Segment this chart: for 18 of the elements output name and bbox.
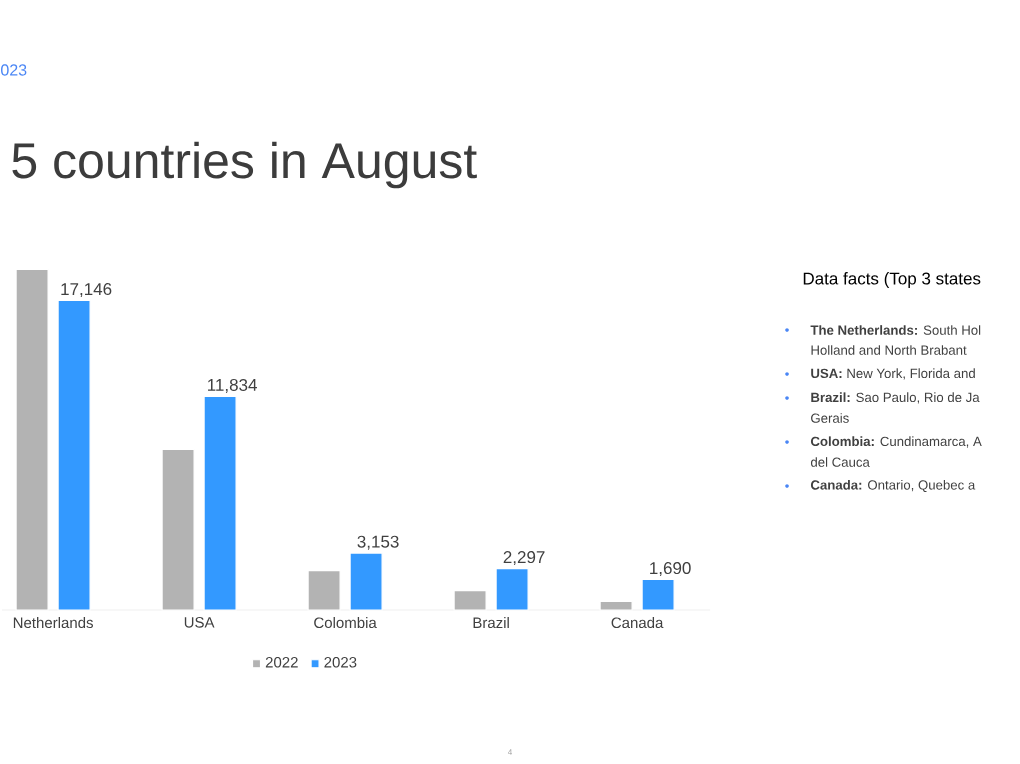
data-label: 11,834 xyxy=(208,378,257,393)
bar xyxy=(161,448,195,611)
bar xyxy=(307,570,341,611)
bar xyxy=(15,268,49,611)
data-label: 17,146 xyxy=(61,283,112,298)
bar xyxy=(599,600,633,611)
data-label: 1,690 xyxy=(650,562,691,577)
bar xyxy=(203,395,237,611)
bar xyxy=(641,578,675,611)
bar xyxy=(453,590,487,611)
bar xyxy=(495,567,529,611)
data-label: 3,153 xyxy=(357,535,399,550)
bar xyxy=(57,299,91,611)
chart-subtitle: 023 xyxy=(1,64,27,76)
data-label: 2,297 xyxy=(503,551,545,566)
chart-title: 5 countries in August xyxy=(12,141,477,189)
text: Data facts (Top 3 states xyxy=(803,272,981,288)
bar xyxy=(349,552,383,611)
